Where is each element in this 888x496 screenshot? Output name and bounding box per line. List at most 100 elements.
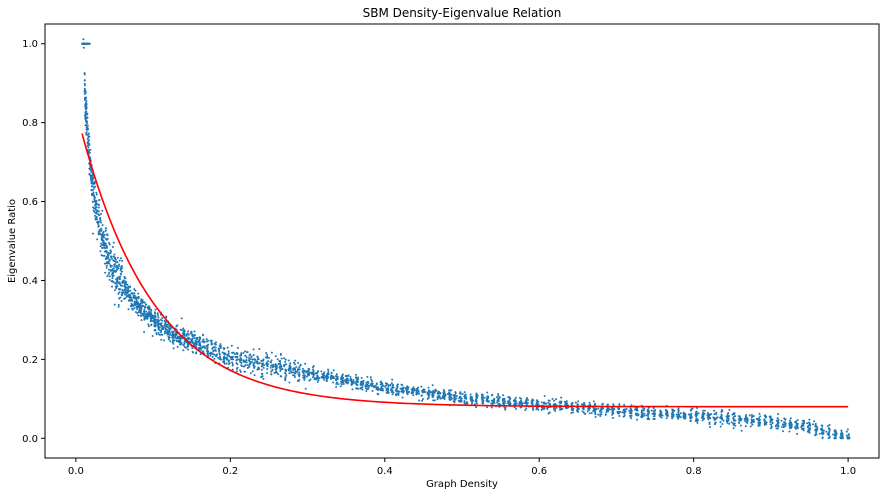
scatter-point [555, 406, 558, 409]
scatter-point [629, 407, 632, 410]
scatter-point [124, 277, 127, 280]
scatter-point [86, 138, 89, 141]
scatter-point [682, 415, 685, 418]
scatter-point [708, 426, 711, 428]
scatter-point [520, 397, 523, 400]
scatter-point [213, 342, 216, 345]
scatter-point [653, 413, 656, 416]
y-tick-label: 0.4 [22, 276, 38, 287]
scatter-point [278, 360, 281, 363]
scatter-point [459, 392, 462, 395]
scatter-point [385, 384, 388, 387]
scatter-point [121, 294, 124, 297]
scatter-point [153, 321, 156, 324]
scatter-point [94, 196, 97, 199]
scatter-point [219, 345, 222, 348]
scatter-point [618, 403, 621, 406]
scatter-point [748, 414, 751, 417]
scatter-point [143, 305, 146, 308]
scatter-point [308, 368, 311, 371]
scatter-point [351, 382, 354, 385]
scatter-point [335, 383, 338, 385]
scatter-point [617, 411, 620, 414]
scatter-point [560, 396, 563, 399]
scatter-point [203, 341, 206, 344]
scatter-point [165, 315, 168, 318]
scatter-point [783, 417, 786, 420]
scatter-point [139, 306, 142, 309]
scatter-point [406, 393, 409, 396]
scatter-point [277, 362, 280, 365]
scatter-point [265, 361, 268, 364]
scatter-point [508, 402, 511, 405]
scatter-point [710, 412, 713, 415]
scatter-point [131, 308, 134, 311]
scatter-point [94, 208, 97, 211]
scatter-point [214, 346, 217, 349]
scatter-point [143, 317, 146, 320]
scatter-point [459, 399, 462, 402]
scatter-point [612, 409, 615, 412]
scatter-point [396, 384, 399, 387]
scatter-point [464, 397, 467, 400]
scatter-point [432, 394, 435, 397]
scatter-point [666, 413, 669, 416]
scatter-point [156, 312, 159, 315]
scatter-point [312, 372, 315, 375]
scatter-point [335, 385, 338, 388]
scatter-point [714, 418, 717, 421]
scatter-point [776, 417, 779, 420]
scatter-point [504, 406, 507, 409]
scatter-point [461, 393, 464, 396]
scatter-point [86, 124, 89, 127]
scatter-point [645, 414, 648, 417]
scatter-point [758, 417, 761, 420]
scatter-point [845, 434, 848, 437]
scatter-point [359, 387, 362, 390]
scatter-point [413, 388, 416, 391]
scatter-point [121, 266, 124, 269]
scatter-point [146, 312, 149, 315]
scatter-point [95, 218, 98, 221]
scatter-point [689, 417, 692, 420]
scatter-point [625, 407, 628, 410]
scatter-point [543, 394, 546, 397]
scatter-point [149, 308, 152, 311]
scatter-point [689, 414, 692, 417]
scatter-point [218, 353, 221, 356]
scatter-point [158, 333, 161, 336]
scatter-point [169, 333, 172, 336]
scatter-point [814, 429, 817, 432]
scatter-point [387, 390, 390, 393]
scatter-point [99, 250, 102, 253]
scatter-point [143, 331, 146, 334]
scatter-point [198, 341, 201, 344]
scatter-point [239, 358, 242, 361]
scatter-point [94, 217, 97, 220]
scatter-point [719, 425, 722, 428]
scatter-point [427, 386, 430, 389]
scatter-point [143, 309, 146, 311]
scatter-point [277, 373, 280, 376]
scatter-point [97, 230, 100, 233]
scatter-point [581, 410, 584, 413]
scatter-point [83, 79, 86, 82]
scatter-point [808, 418, 811, 421]
scatter-point [535, 408, 538, 411]
scatter-point [360, 376, 363, 379]
scatter-point [86, 128, 89, 131]
scatter-point [261, 365, 264, 368]
scatter-point [339, 385, 342, 388]
scatter-point [165, 323, 168, 326]
scatter-point [507, 400, 510, 403]
scatter-point [734, 424, 737, 427]
scatter-point [316, 374, 319, 377]
scatter-point [833, 437, 836, 440]
scatter-point [298, 366, 301, 369]
scatter-point [600, 408, 603, 411]
scatter-point [421, 397, 424, 400]
scatter-point [486, 391, 489, 394]
scatter-point [157, 316, 160, 319]
scatter-point [470, 397, 473, 400]
scatter-point [542, 406, 545, 409]
